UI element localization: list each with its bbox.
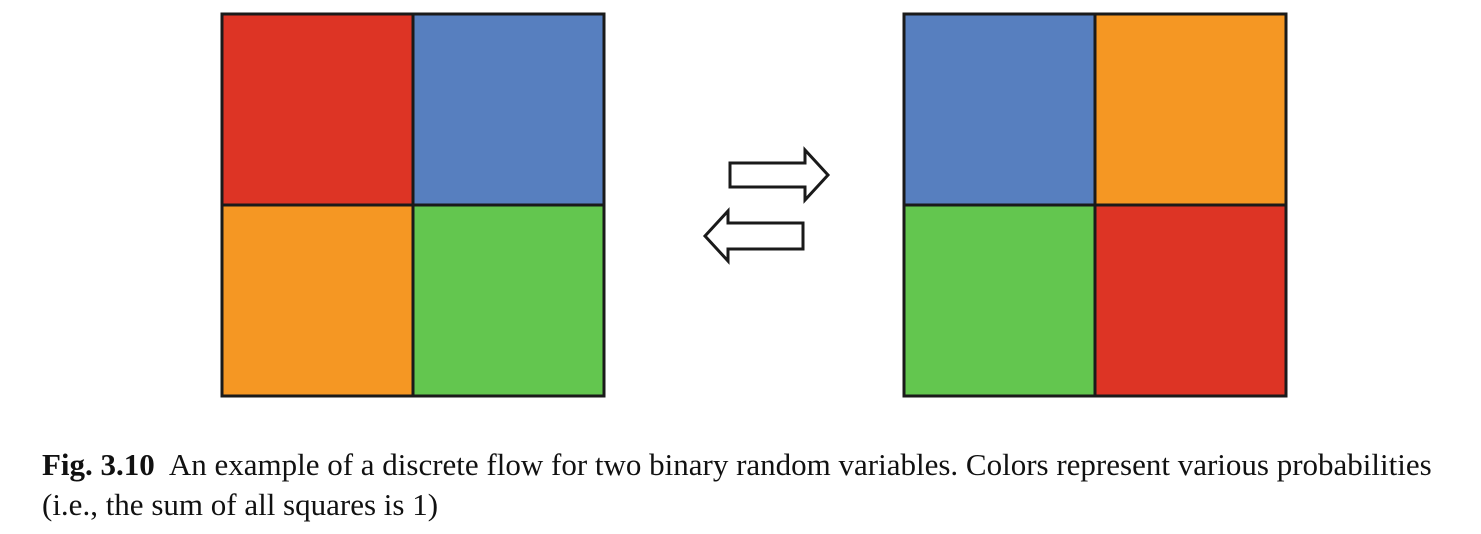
grid-right-cell-top-left [902, 12, 1097, 207]
caption-text: An example of a discrete flow for two bi… [42, 447, 1432, 522]
figure-label: Fig. 3.10 [42, 447, 155, 482]
grid-left [220, 12, 606, 398]
figure-caption: Fig. 3.10 An example of a discrete flow f… [42, 445, 1472, 525]
arrow-right-icon [728, 146, 831, 204]
grid-right-cell-bottom-left [902, 203, 1097, 398]
grid-left-cell-top-right [411, 12, 606, 207]
grid-left-cell-bottom-right [411, 203, 606, 398]
arrow-left-icon [702, 207, 805, 265]
grid-left-cell-bottom-left [220, 203, 415, 398]
grid-right [902, 12, 1288, 398]
discrete-flow-diagram [220, 12, 1288, 398]
grid-right-cell-bottom-right [1093, 203, 1288, 398]
grid-right-cell-top-right [1093, 12, 1288, 207]
grid-left-cell-top-left [220, 12, 415, 207]
